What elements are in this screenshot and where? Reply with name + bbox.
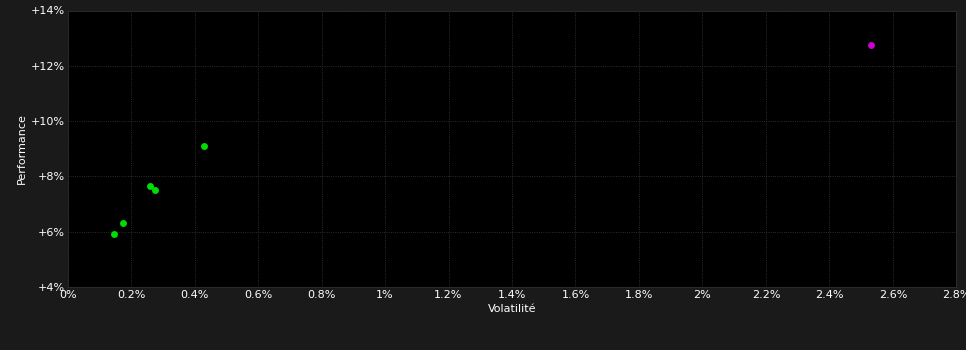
Point <box>142 183 157 189</box>
Point <box>106 232 122 237</box>
Point <box>116 220 131 226</box>
Point <box>196 143 212 149</box>
X-axis label: Volatilité: Volatilité <box>488 304 536 314</box>
Point <box>147 188 162 193</box>
Y-axis label: Performance: Performance <box>16 113 26 184</box>
Point <box>863 42 878 48</box>
